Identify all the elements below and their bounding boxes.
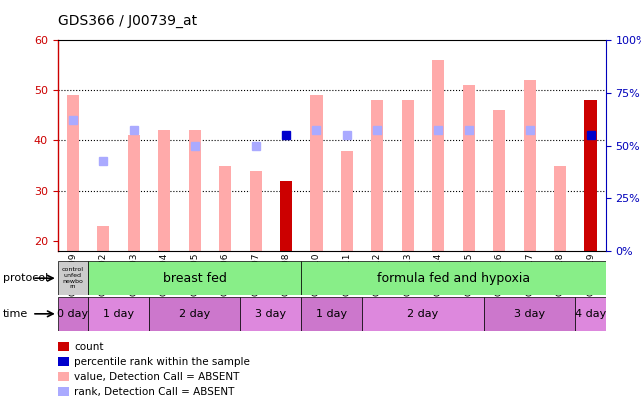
Bar bbox=[58, 261, 88, 295]
Text: time: time bbox=[3, 308, 28, 319]
Text: control
unfed
newbo
rn: control unfed newbo rn bbox=[62, 267, 84, 289]
Text: 2 day: 2 day bbox=[179, 309, 210, 319]
Text: 1 day: 1 day bbox=[103, 309, 134, 319]
Bar bbox=[432, 60, 444, 251]
Bar bbox=[149, 297, 240, 331]
Bar bbox=[67, 95, 79, 251]
Text: value, Detection Call = ABSENT: value, Detection Call = ABSENT bbox=[74, 371, 240, 382]
Bar bbox=[310, 95, 322, 251]
Bar bbox=[301, 261, 606, 295]
Bar bbox=[88, 261, 301, 295]
Text: rank, Detection Call = ABSENT: rank, Detection Call = ABSENT bbox=[74, 386, 235, 396]
Bar bbox=[576, 297, 606, 331]
Bar bbox=[97, 226, 110, 251]
Bar bbox=[524, 80, 536, 251]
Bar bbox=[341, 150, 353, 251]
Bar bbox=[219, 166, 231, 251]
Text: 3 day: 3 day bbox=[255, 309, 287, 319]
Bar bbox=[249, 171, 262, 251]
Bar bbox=[371, 100, 383, 251]
Text: count: count bbox=[74, 341, 104, 352]
Text: percentile rank within the sample: percentile rank within the sample bbox=[74, 356, 250, 367]
Bar bbox=[280, 181, 292, 251]
Text: protocol: protocol bbox=[3, 273, 49, 283]
Bar bbox=[58, 297, 88, 331]
Text: breast fed: breast fed bbox=[163, 272, 227, 285]
Text: 4 day: 4 day bbox=[575, 309, 606, 319]
Bar bbox=[158, 130, 171, 251]
Bar bbox=[88, 297, 149, 331]
Text: formula fed and hypoxia: formula fed and hypoxia bbox=[377, 272, 530, 285]
Bar bbox=[484, 297, 576, 331]
Text: 0 day: 0 day bbox=[57, 309, 88, 319]
Bar bbox=[362, 297, 484, 331]
Bar bbox=[585, 100, 597, 251]
Bar bbox=[554, 166, 566, 251]
Bar bbox=[493, 110, 505, 251]
Text: 3 day: 3 day bbox=[514, 309, 545, 319]
Bar bbox=[188, 130, 201, 251]
Bar bbox=[240, 297, 301, 331]
Bar bbox=[463, 85, 475, 251]
Text: 1 day: 1 day bbox=[316, 309, 347, 319]
Text: 2 day: 2 day bbox=[408, 309, 438, 319]
Text: GDS366 / J00739_at: GDS366 / J00739_at bbox=[58, 14, 197, 28]
Bar bbox=[128, 135, 140, 251]
Bar bbox=[402, 100, 414, 251]
Bar bbox=[301, 297, 362, 331]
